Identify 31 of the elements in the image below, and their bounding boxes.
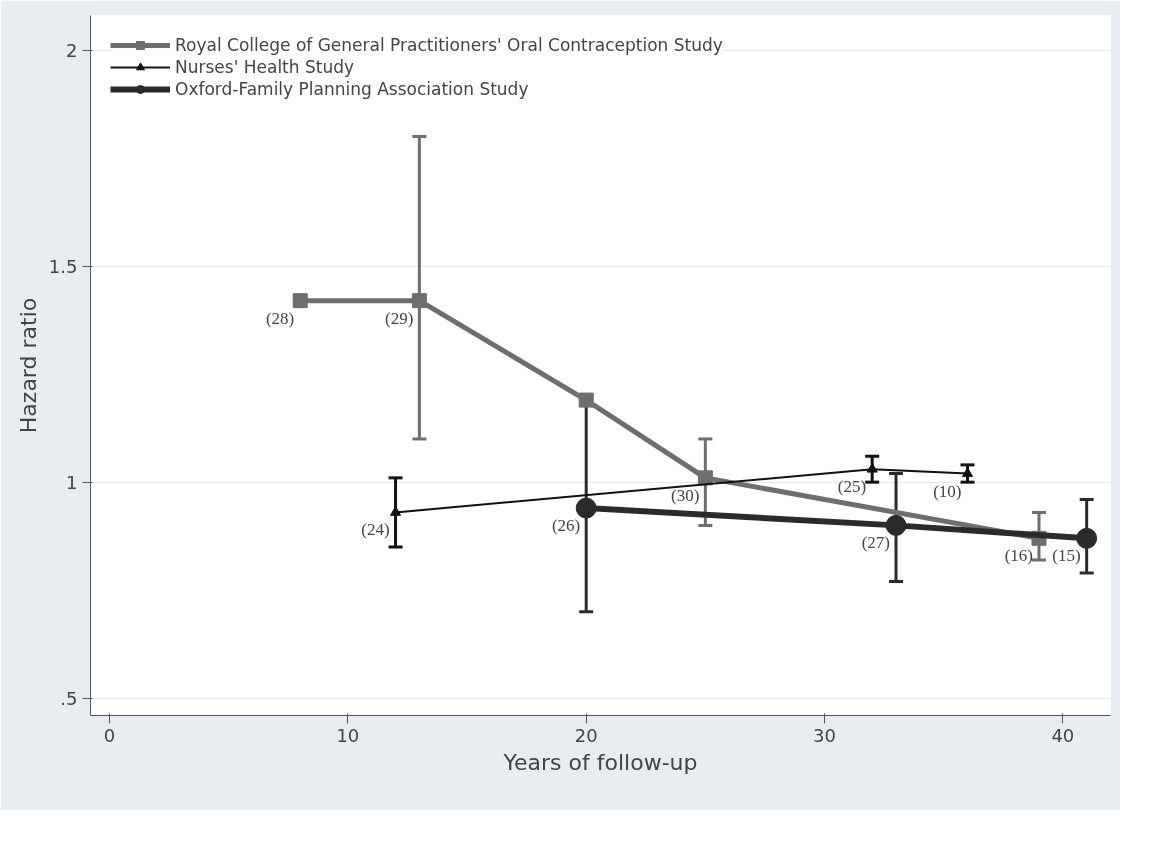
y-tick-label: .5 [60,687,78,709]
point [390,506,402,516]
annotation: (25) [837,477,867,497]
legend-label: Nurses' Health Study [175,57,355,77]
y-axis-title: Hazard ratio [15,297,41,434]
x-tick-label: 10 [336,724,360,746]
legend-label: Oxford-Family Planning Association Study [175,79,529,99]
point [292,293,308,309]
x-tick-label: 40 [1051,724,1075,746]
point [578,392,594,408]
legend-label: Royal College of General Practitioners' Oral Contraception Study [175,35,723,55]
annotation: (16) [1004,546,1034,566]
point [411,293,427,309]
annotation: (10) [933,481,962,501]
point [575,497,597,519]
annotation: (24) [361,520,390,540]
y-tick-label: 1.5 [48,255,78,277]
x-axis-title: Years of follow-up [502,749,698,775]
x-tick-label: 30 [813,724,836,746]
annotation: (28) [265,308,295,328]
point [1076,527,1098,549]
annotation: (29) [385,308,414,328]
annotation: (26) [551,516,581,536]
annotation: (15) [1052,546,1081,566]
annotation: (30) [671,485,700,505]
point [885,514,907,536]
x-tick-label: 0 [103,724,116,746]
annotation: (27) [861,533,891,553]
y-tick-label: 1 [66,471,78,493]
y-tick-label: 2 [66,39,78,61]
x-tick-label: 20 [574,724,598,746]
